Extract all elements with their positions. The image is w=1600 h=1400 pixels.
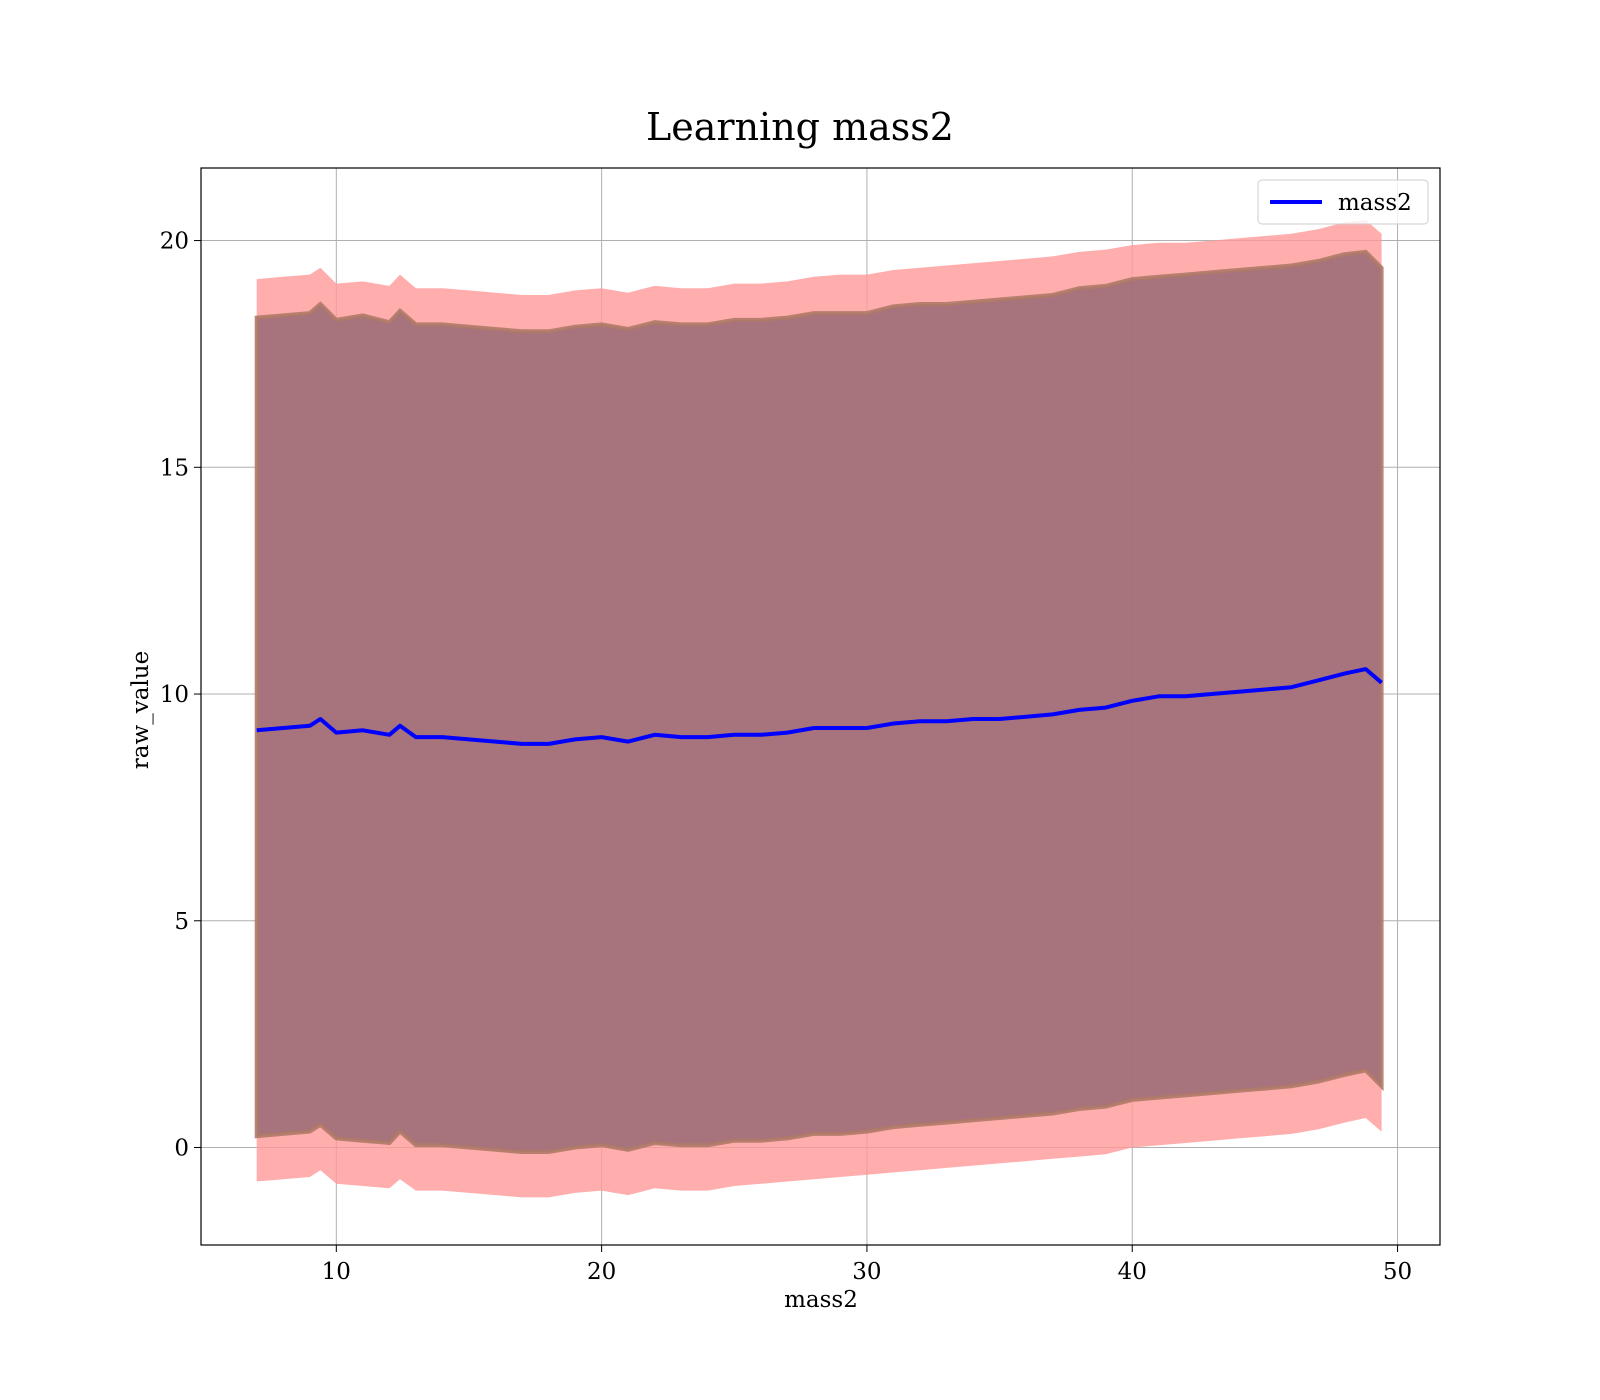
x-tick-label: 40: [1118, 1259, 1147, 1285]
plot-frame: [200, 167, 1441, 1246]
legend-box: [1257, 179, 1429, 225]
y-tick-label: 0: [174, 1136, 189, 1162]
legend-label: mass2: [1338, 190, 1412, 216]
y-tick-label: 5: [174, 909, 189, 935]
x-axis-label: mass2: [784, 1287, 858, 1313]
y-tick-label: 10: [160, 682, 189, 708]
plot-area: 10 20 30 40 50 0 5 10 15 20 mass2: [160, 167, 1441, 1285]
y-tick-label: 15: [160, 455, 189, 481]
x-tick-label: 30: [852, 1259, 881, 1285]
x-tick-label: 50: [1383, 1259, 1412, 1285]
chart-title: Learning mass2: [646, 105, 954, 149]
y-axis-label: raw_value: [128, 651, 154, 769]
inner-uncertainty-band: [254, 249, 1384, 1154]
series-line-mass2: [256, 667, 1383, 746]
legend: mass2: [1257, 179, 1429, 225]
x-tick-label: 20: [587, 1259, 616, 1285]
y-tick-label: 20: [160, 229, 189, 255]
x-tick-label: 10: [322, 1259, 351, 1285]
